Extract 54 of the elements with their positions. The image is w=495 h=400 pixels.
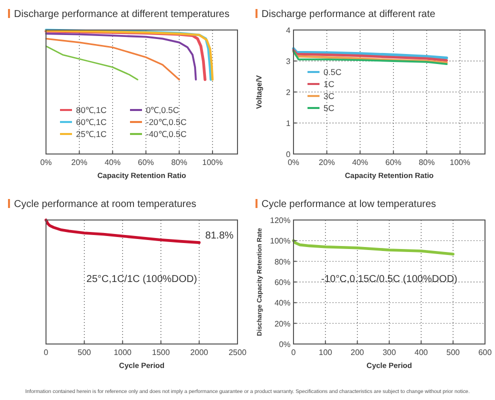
legend-label: 5C [324,103,334,113]
x-tick-label: 40% [352,158,368,167]
legend-label: 0.5C [324,67,342,77]
x-tick-label: 100% [202,158,223,167]
annotation: 81.8% [205,230,234,242]
y-tick-label: 40% [274,298,290,308]
x-tick-label: 100% [450,158,470,167]
y-tick-label: 120% [270,216,290,225]
x-tick-label: 80% [418,158,435,167]
x-tick-label: 40% [104,158,121,167]
y-tick-label: 3 [286,57,292,66]
x-tick-label: 2000 [190,348,209,357]
x-tick-label: 0 [44,348,49,357]
x-tick-label: 500 [78,348,92,357]
y-tick-label: 80% [274,257,290,266]
y-tick-label: 100% [270,236,290,246]
x-tick-label: 400 [414,348,428,357]
legend-label: 80℃,1C [76,105,107,115]
x-tick-label: 100 [318,348,333,357]
y-tick-label: 0% [278,340,290,349]
x-tick-label: 200 [350,348,365,357]
legend-label: 1C [324,79,334,89]
x-tick-label: 600 [478,348,492,357]
x-tick-label: 80% [171,158,188,167]
legend-label: 60℃,1C [76,117,107,127]
annotation: -10°C,0.15C/0.5C (100%DOD) [321,274,458,285]
x-tick-label: 60% [385,158,402,167]
legend-label: 25℃,1C [76,129,107,139]
x-tick-label: 20% [318,158,335,167]
x-tick-label: 500 [446,348,460,357]
chart-title: Cycle performance at low temperatures [262,199,436,210]
y-tick-label: 2 [286,88,292,97]
legend-label: 3C [324,91,334,101]
chart-title: Discharge performance at different rate [262,9,436,20]
annotation: 25°C,1C/1C (100%DOD) [86,274,198,285]
legend-label: 0℃,0.5C [146,105,180,115]
chart-title: Cycle performance at room temperatures [14,199,196,210]
x-tick-label: 1500 [152,348,170,357]
x-tick-label: 60% [138,158,154,167]
y-tick-label: 60% [274,278,290,287]
line-series [292,47,448,60]
x-tick-label: 2500 [228,348,247,357]
legend-label: -20℃,0.5C [146,117,187,127]
line-series [292,239,454,256]
y-tick-label: 4 [286,26,292,35]
x-tick-label: 1000 [114,348,132,357]
y-tick-label: 1 [286,119,292,128]
x-tick-label: 300 [382,348,396,357]
chart-title: Discharge performance at different temperatures [14,9,230,20]
legend-label: -40℃,0.5C [146,129,187,139]
x-tick-label: 20% [71,158,88,167]
x-tick-label: 0% [40,158,52,167]
y-tick-label: 20% [274,319,290,328]
y-tick-label: 0 [286,150,292,159]
